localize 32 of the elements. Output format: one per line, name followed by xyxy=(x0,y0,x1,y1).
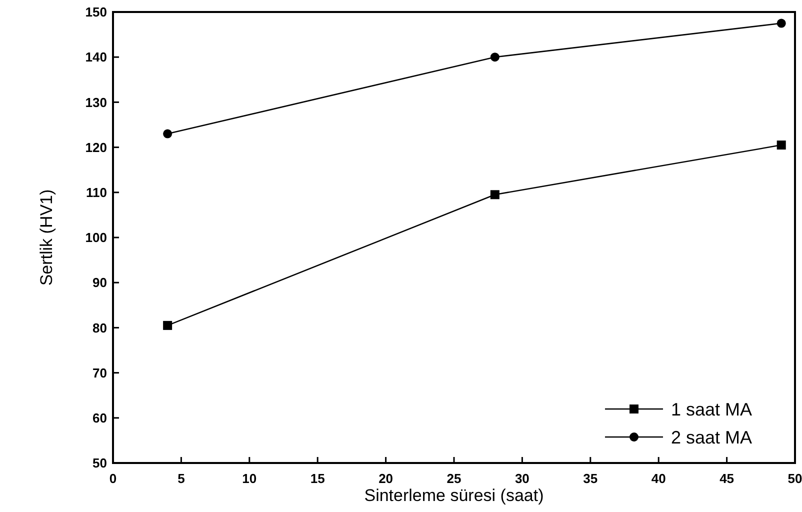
y-tick-label: 100 xyxy=(85,230,107,246)
x-tick-label: 35 xyxy=(583,471,598,486)
y-tick-label: 70 xyxy=(92,365,107,380)
x-tick-label: 0 xyxy=(109,471,117,486)
y-tick-label: 140 xyxy=(85,50,107,65)
point xyxy=(776,18,786,28)
y-tick-label: 110 xyxy=(86,184,107,200)
y-tick-label: 150 xyxy=(85,4,107,20)
y-tick-label: 130 xyxy=(85,94,107,110)
y-tick-label: 60 xyxy=(92,410,107,426)
x-tick-label: 30 xyxy=(514,471,530,486)
legend-label: 1 saat MA xyxy=(671,399,752,420)
point xyxy=(490,52,500,62)
y-tick-label: 120 xyxy=(85,140,107,155)
y-axis-title: Sertlik (HV1) xyxy=(37,189,56,286)
x-tick-label: 25 xyxy=(446,471,462,486)
x-tick-label: 50 xyxy=(788,471,802,486)
legend-label: 2 saat MA xyxy=(671,427,752,448)
x-tick-label: 5 xyxy=(178,471,185,486)
x-tick-label: 20 xyxy=(378,471,394,486)
point xyxy=(490,190,500,200)
x-tick-label: 45 xyxy=(720,471,734,486)
x-axis-title: Sinterleme süresi (saat) xyxy=(364,486,544,505)
point xyxy=(163,320,172,330)
x-tick-label: 10 xyxy=(242,471,257,486)
point xyxy=(163,129,172,138)
y-tick-label: 50 xyxy=(92,456,107,471)
point xyxy=(776,140,786,150)
x-tick-label: 40 xyxy=(651,471,666,486)
y-tick-label: 90 xyxy=(92,275,107,290)
x-tick-label: 15 xyxy=(310,471,325,486)
y-tick-label: 80 xyxy=(92,320,107,336)
